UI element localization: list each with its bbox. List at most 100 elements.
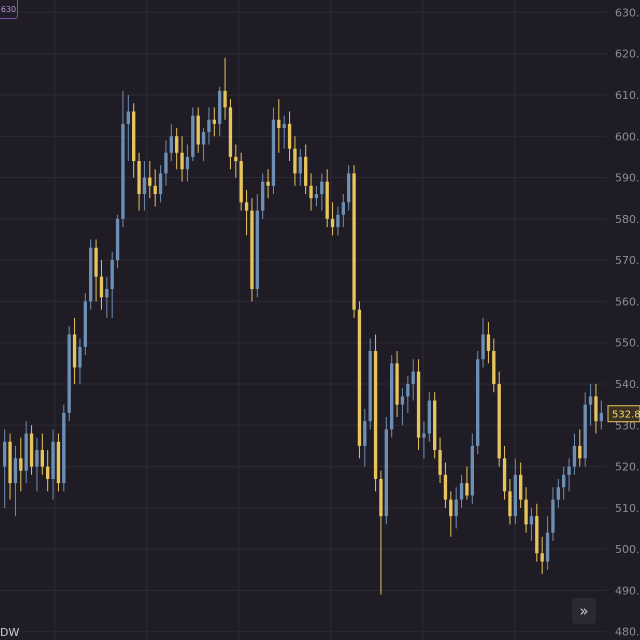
candle-body [223,90,227,108]
candle-body [180,152,184,170]
candle-body [196,115,200,145]
y-tick-label: 610.00 [615,89,640,102]
candles [3,57,603,595]
y-tick-label: 520.00 [615,461,640,474]
candle-body [89,247,93,302]
candle-body [228,107,233,157]
corner-badge-label: 630 [0,4,17,14]
candle-body [470,445,474,496]
candle-body [320,181,324,195]
price-axis[interactable]: 480.00 490.00 500.00 510.00 520.00 530.00 540.… [615,6,640,638]
candle-body [562,474,566,488]
candle-body [137,161,141,195]
grid-lines [0,0,606,640]
candle-body [148,177,152,186]
candle-body [67,334,71,413]
candle-body [309,185,313,199]
y-tick-label: 490.00 [615,584,640,597]
candle-body [110,260,114,290]
candle-body [298,156,302,174]
last-price-tag-box [607,405,640,423]
candle-body [239,161,243,203]
candle-body [336,214,340,228]
candle-body [390,363,394,430]
candle-body [341,202,345,215]
candle-body [218,90,222,124]
candle-body [83,301,87,347]
y-tick-label: 500.00 [615,543,640,556]
candle-body [347,173,351,203]
candle-body [234,156,238,162]
candle-body [357,309,362,446]
candle-body [416,371,421,438]
y-tick-label: 620.00 [615,48,640,61]
candle-body [126,111,130,124]
candle-body [400,396,405,405]
candle-body [459,483,464,500]
candle-body [191,115,195,157]
candle-body [250,210,254,290]
candle-body [540,553,544,562]
candle-body [524,499,528,525]
candle-body [185,156,190,170]
candle-body [255,210,259,290]
candle-body [142,177,147,195]
candle-body [545,532,550,562]
y-tick-label: 550.00 [615,337,640,350]
candle-body [535,516,539,554]
corner-badge[interactable]: 630 [0,0,18,19]
candle-body [244,202,249,211]
candle-body [368,350,372,422]
candle-body [384,429,388,517]
candle-body [325,181,329,219]
candle-body [502,458,507,492]
candle-body [578,445,582,459]
candle-body [551,499,555,533]
candle-body [8,441,12,484]
scroll-to-realtime-button[interactable]: » [572,598,596,624]
candle-body [465,483,469,496]
candle-body [422,433,426,438]
candle-body [207,119,211,133]
candle-body [519,474,523,500]
candle-body [201,132,206,145]
candle-body [406,384,410,397]
candle-body [583,404,587,459]
candle-body [352,173,356,310]
candle-body [115,218,120,261]
candle-body [411,371,415,384]
y-tick-label: 560.00 [615,295,640,308]
candle-body [164,152,168,174]
y-tick-label: 590.00 [615,172,640,185]
candle-body [433,400,437,451]
y-tick-label: 540.00 [615,378,640,391]
y-tick-label: 510.00 [615,502,640,515]
candle-body [13,458,18,484]
candle-body [169,136,173,153]
candle-body [287,123,292,149]
candle-body [19,458,23,471]
candle-body [153,185,157,195]
candle-body [212,119,216,124]
candle-body [175,136,179,153]
candle-body [492,350,496,384]
candle-body [330,218,335,228]
candle-body [261,181,265,211]
candle-body [35,450,39,467]
y-tick-label: 570.00 [615,254,640,267]
candle-body [513,474,517,517]
candle-body [132,111,136,162]
candle-body [277,119,281,128]
candle-body [497,384,501,459]
candle-body [508,491,512,517]
candle-body [449,499,453,517]
candle-body [481,334,485,360]
candle-body [599,412,603,422]
y-tick-label: 480.00 [615,626,640,639]
candle-body [379,478,383,517]
candle-body [72,334,77,368]
y-tick-label: 630.00 [615,6,640,19]
candle-body [567,466,571,475]
candle-body [438,450,442,475]
